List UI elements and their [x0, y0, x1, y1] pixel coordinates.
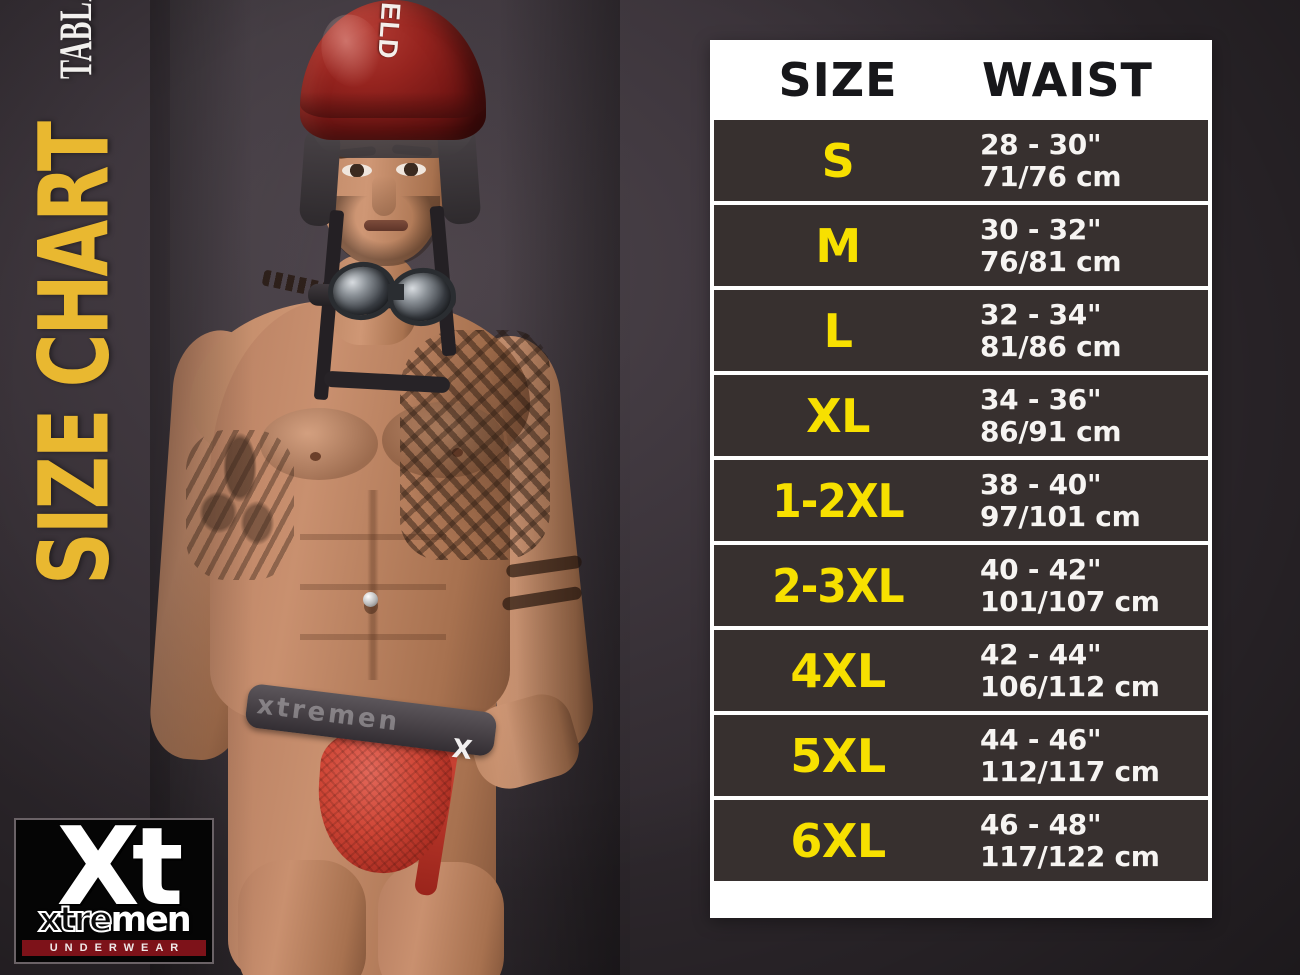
waist-centimeters: 81/86 cm [980, 329, 1122, 363]
waist-inches: 30 - 32" [980, 212, 1102, 246]
waist-centimeters: 106/112 cm [980, 669, 1160, 703]
table-row: M 30 - 32" 76/81 cm [714, 201, 1208, 286]
model-right-thigh [378, 862, 504, 975]
navel-piercing-icon [363, 592, 378, 607]
cell-waist: 40 - 42" 101/107 cm [962, 554, 1208, 617]
cell-waist: 34 - 36" 86/91 cm [962, 384, 1208, 447]
helmet-text: ELD [372, 1, 407, 61]
brand-logo: Xt xtremen UNDERWEAR [14, 818, 214, 964]
waist-inches: 40 - 42" [980, 552, 1102, 586]
cell-waist: 32 - 34" 81/86 cm [962, 299, 1208, 362]
table-header-row: SIZE WAIST [714, 44, 1208, 116]
logo-wordmark-prefix: xtre [37, 900, 113, 940]
table-row: 5XL 44 - 46" 112/117 cm [714, 711, 1208, 796]
model-left-thigh [238, 860, 366, 975]
waist-inches: 44 - 46" [980, 722, 1102, 756]
cell-size: M [815, 218, 861, 273]
waist-centimeters: 112/117 cm [980, 754, 1160, 788]
waist-centimeters: 101/107 cm [980, 584, 1160, 618]
logo-tagline: UNDERWEAR [22, 940, 206, 956]
table-row: 6XL 46 - 48" 117/122 cm [714, 796, 1208, 881]
column-header-size: SIZE [778, 53, 898, 107]
model-pec-right [382, 402, 504, 478]
cell-size: S [821, 133, 855, 188]
cell-waist: 38 - 40" 97/101 cm [962, 469, 1208, 532]
goggles-bridge [388, 284, 404, 300]
table-row: L 32 - 34" 81/86 cm [714, 286, 1208, 371]
table-row: 1-2XL 38 - 40" 97/101 cm [714, 456, 1208, 541]
waist-inches: 28 - 30" [980, 127, 1102, 161]
model-eye-right [396, 163, 426, 176]
page-title: SIZE CHART [18, 123, 131, 585]
table-row: S 28 - 30" 71/76 cm [714, 116, 1208, 201]
waist-centimeters: 76/81 cm [980, 244, 1122, 278]
logo-wordmark-suffix: men [110, 900, 192, 940]
model-eye-left [342, 164, 372, 177]
column-header-waist: WAIST [982, 53, 1153, 107]
model-nipple-right [452, 448, 463, 457]
helmet-rim [300, 92, 486, 118]
cell-size: 2-3XL [772, 558, 904, 613]
waist-centimeters: 86/91 cm [980, 414, 1122, 448]
table-row: XL 34 - 36" 86/91 cm [714, 371, 1208, 456]
waist-inches: 42 - 44" [980, 637, 1102, 671]
tattoo-left-shoulder [186, 430, 294, 580]
waist-inches: 38 - 40" [980, 467, 1102, 501]
cell-size: 6XL [790, 813, 886, 868]
page-title-block: SIZE CHART TABLA DE MEDIDAS [0, 0, 131, 585]
logo-wordmark: xtremen [22, 902, 206, 939]
cell-waist: 44 - 46" 112/117 cm [962, 724, 1208, 787]
cell-waist: 28 - 30" 71/76 cm [962, 129, 1208, 192]
model-photo: ELD xtremen X [147, 0, 620, 975]
waist-inches: 34 - 36" [980, 382, 1102, 416]
size-chart-table: SIZE WAIST S 28 - 30" 71/76 cm M 30 - 32" 76/… [710, 40, 1212, 918]
waist-centimeters: 71/76 cm [980, 159, 1122, 193]
waistband-x-mark: X [450, 733, 474, 767]
table-body: S 28 - 30" 71/76 cm M 30 - 32" 76/81 cm L 32 - … [714, 116, 1208, 881]
waist-inches: 32 - 34" [980, 297, 1102, 331]
cell-size: 5XL [790, 728, 886, 783]
logo-monogram: Xt [56, 818, 184, 930]
page-subtitle: TABLA DE MEDIDAS [49, 0, 103, 79]
table-row: 4XL 42 - 44" 106/112 cm [714, 626, 1208, 711]
cell-size: L [823, 303, 853, 358]
cell-waist: 46 - 48" 117/122 cm [962, 809, 1208, 872]
cell-size: 4XL [790, 643, 886, 698]
model-nipple-left [310, 452, 321, 461]
cell-waist: 30 - 32" 76/81 cm [962, 214, 1208, 277]
waist-centimeters: 97/101 cm [980, 499, 1141, 533]
table-row: 2-3XL 40 - 42" 101/107 cm [714, 541, 1208, 626]
tattoo-chest [400, 330, 550, 560]
waist-centimeters: 117/122 cm [980, 839, 1160, 873]
model-abs [300, 490, 446, 680]
model-nose [372, 176, 396, 216]
model-mouth [364, 220, 408, 231]
cell-size: XL [806, 388, 870, 443]
cell-size: 1-2XL [772, 473, 904, 528]
cell-waist: 42 - 44" 106/112 cm [962, 639, 1208, 702]
waist-inches: 46 - 48" [980, 807, 1102, 841]
